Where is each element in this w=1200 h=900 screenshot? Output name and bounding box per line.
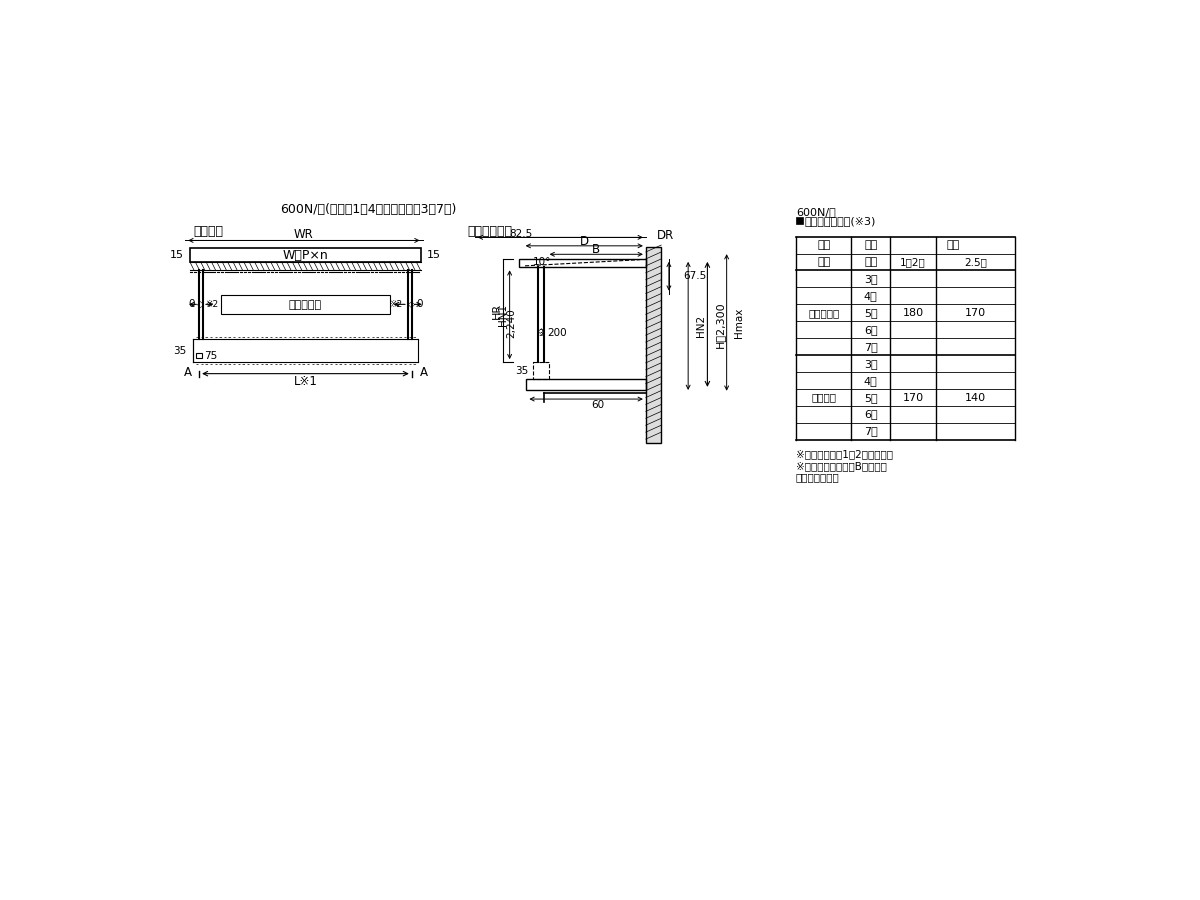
- Text: 形状: 形状: [817, 257, 830, 267]
- Text: 5尺: 5尺: [864, 392, 877, 402]
- Text: 4尺: 4尺: [864, 291, 877, 301]
- Text: 15: 15: [170, 250, 184, 260]
- Text: 3: 3: [539, 329, 544, 338]
- Text: 15: 15: [427, 250, 442, 260]
- Text: ◇: ◇: [197, 300, 204, 309]
- Text: DR: DR: [658, 230, 674, 242]
- Text: 奥行: 奥行: [864, 257, 877, 267]
- Text: H＝2,300: H＝2,300: [715, 302, 725, 347]
- Text: 柱奥行移動範囲(※3): 柱奥行移動範囲(※3): [804, 216, 876, 226]
- Text: 1～2間: 1～2間: [900, 257, 926, 267]
- Text: A: A: [184, 365, 192, 379]
- Text: 屋根: 屋根: [817, 240, 830, 250]
- Text: D: D: [580, 235, 589, 248]
- Text: 2,240: 2,240: [506, 309, 516, 338]
- Text: 35: 35: [516, 365, 529, 375]
- Text: 4尺: 4尺: [864, 375, 877, 385]
- Text: 【アール型】: 【アール型】: [467, 225, 512, 238]
- Text: A: A: [420, 365, 427, 379]
- Text: 600N/㎡: 600N/㎡: [796, 207, 835, 217]
- Text: 140: 140: [965, 392, 986, 402]
- Text: 7尺: 7尺: [864, 342, 877, 352]
- Text: 2.5間: 2.5間: [965, 257, 988, 267]
- Text: ◇: ◇: [408, 300, 415, 309]
- Text: 170: 170: [965, 308, 986, 318]
- Text: 3尺: 3尺: [864, 274, 877, 284]
- Text: フラット型: フラット型: [808, 308, 839, 318]
- Polygon shape: [646, 247, 661, 443]
- Text: W＝P×n: W＝P×n: [282, 248, 329, 262]
- Text: 5尺: 5尺: [864, 308, 877, 318]
- Text: アール型: アール型: [811, 392, 836, 402]
- Text: 呼称: 呼称: [864, 240, 877, 250]
- Text: 180: 180: [902, 308, 924, 318]
- Text: HN2: HN2: [696, 315, 706, 337]
- Text: ※2: ※2: [389, 300, 402, 309]
- Text: HR: HR: [492, 302, 503, 319]
- Text: 0: 0: [188, 300, 194, 310]
- Text: 82.5: 82.5: [509, 229, 533, 238]
- Text: ※連結は呼称庅1～2間と同じ。: ※連結は呼称庅1～2間と同じ。: [796, 449, 893, 459]
- Text: 60: 60: [592, 400, 605, 410]
- Text: 600N/㎡(呼称庅1～4間、呼称奥行3～7尺): 600N/㎡(呼称庅1～4間、呼称奥行3～7尺): [281, 203, 457, 216]
- Text: Hmax: Hmax: [734, 307, 744, 338]
- Text: 柱移動範囲: 柱移動範囲: [289, 300, 322, 310]
- Text: ◇: ◇: [538, 327, 545, 336]
- Text: 200: 200: [547, 328, 568, 338]
- Text: B: B: [592, 243, 600, 256]
- Text: 67.5: 67.5: [683, 271, 706, 281]
- Text: L※1: L※1: [294, 374, 317, 388]
- Text: 6尺: 6尺: [864, 410, 877, 419]
- Text: 7尺: 7尺: [864, 427, 877, 436]
- Polygon shape: [796, 217, 803, 224]
- Text: 170: 170: [902, 392, 924, 402]
- Text: 6尺: 6尺: [864, 325, 877, 335]
- Text: 35: 35: [174, 346, 187, 356]
- Text: ※柱奥行移動範囲はBが標準の: ※柱奥行移動範囲はBが標準の: [796, 461, 887, 471]
- Text: 場合を示す。: 場合を示す。: [796, 472, 840, 482]
- Text: 75: 75: [204, 351, 217, 361]
- Text: ※2: ※2: [205, 300, 218, 309]
- Text: 10°: 10°: [533, 257, 551, 267]
- Text: 単体: 単体: [946, 240, 959, 250]
- Text: 3尺: 3尺: [864, 358, 877, 369]
- Text: 0: 0: [416, 300, 422, 310]
- Text: 【単体】: 【単体】: [193, 225, 223, 238]
- Text: HN1: HN1: [498, 303, 509, 326]
- Text: WR: WR: [294, 228, 313, 241]
